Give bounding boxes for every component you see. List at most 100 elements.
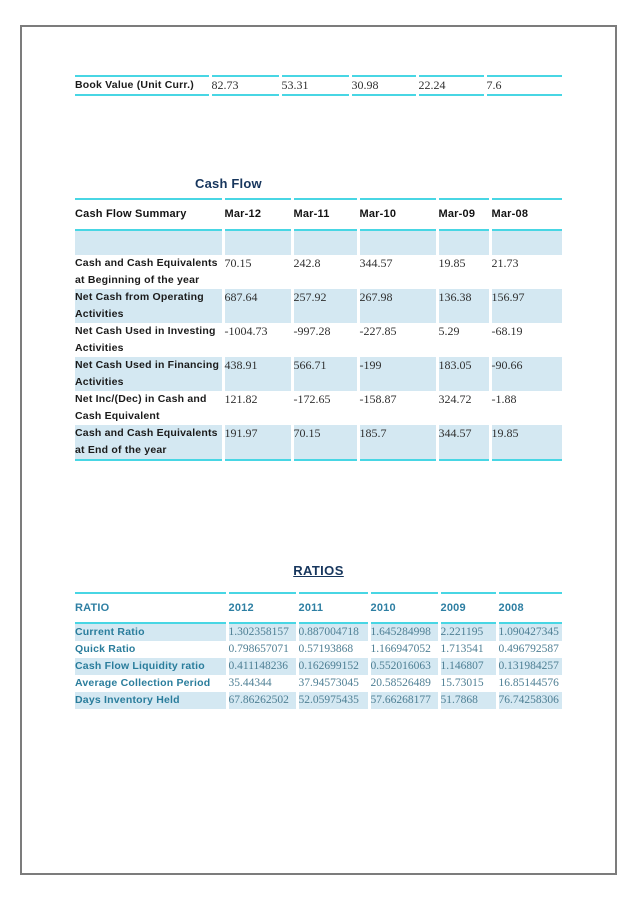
cell-value: 438.91 bbox=[221, 357, 292, 391]
row-label: Average Collection Period bbox=[75, 677, 211, 689]
table-row: Quick Ratio 0.798657071 0.57193868 1.166… bbox=[75, 641, 562, 658]
cell-value: -90.66 bbox=[488, 357, 562, 391]
cell-value: 67.86262502 bbox=[225, 692, 297, 709]
cell-value: 183.05 bbox=[435, 357, 490, 391]
cell-value: 5.29 bbox=[435, 323, 490, 357]
cell-value: 242.8 bbox=[290, 255, 358, 289]
cell-value: 0.57193868 bbox=[295, 641, 369, 658]
column-header: Mar-09 bbox=[435, 199, 490, 230]
cell-value: 156.97 bbox=[488, 289, 562, 323]
row-label: Net Cash Used in Financing Activities bbox=[75, 357, 223, 391]
cell-value: 51.7868 bbox=[437, 692, 497, 709]
cell-value: 0.798657071 bbox=[225, 641, 297, 658]
cell-value: 82.73 bbox=[208, 76, 280, 95]
table-row: Current Ratio 1.302358157 0.887004718 1.… bbox=[75, 623, 562, 641]
column-header: Mar-12 bbox=[221, 199, 292, 230]
cell-value: 2.221195 bbox=[437, 623, 497, 641]
cell-value: 22.24 bbox=[415, 76, 485, 95]
table-row: Net Inc/(Dec) in Cash and Cash Equivalen… bbox=[75, 391, 562, 425]
cell-value: 0.552016063 bbox=[367, 658, 439, 675]
ratios-section-title: RATIOS bbox=[293, 563, 344, 578]
column-header: 2008 bbox=[495, 593, 562, 623]
row-label: Book Value (Unit Curr.) bbox=[75, 79, 194, 91]
cell-value: 7.6 bbox=[483, 76, 562, 95]
cell-value: 52.05975435 bbox=[295, 692, 369, 709]
table-row: Book Value (Unit Curr.) 82.73 53.31 30.9… bbox=[75, 76, 562, 95]
row-label: Cash Flow Liquidity ratio bbox=[75, 658, 227, 675]
cell-value: 70.15 bbox=[290, 425, 358, 460]
row-label: Days Inventory Held bbox=[75, 692, 227, 709]
cell-value: 19.85 bbox=[488, 425, 562, 460]
cell-value: 15.73015 bbox=[437, 675, 497, 692]
table-row: Average Collection Period 35.44344 37.94… bbox=[75, 675, 562, 692]
book-value-table: Book Value (Unit Curr.) 82.73 53.31 30.9… bbox=[75, 75, 562, 96]
spacer-row bbox=[75, 230, 562, 255]
cell-value: 1.146807 bbox=[437, 658, 497, 675]
cell-value: 35.44344 bbox=[225, 675, 297, 692]
cell-value: 0.496792587 bbox=[495, 641, 562, 658]
cell-value: 37.94573045 bbox=[295, 675, 369, 692]
column-header: 2009 bbox=[437, 593, 497, 623]
table-row: Days Inventory Held 67.86262502 52.05975… bbox=[75, 692, 562, 709]
ratios-table: RATIO 2012 2011 2010 2009 2008 Current R… bbox=[75, 592, 562, 709]
row-label: Quick Ratio bbox=[75, 643, 136, 655]
cell-value: -1.88 bbox=[488, 391, 562, 425]
cell-value: 1.713541 bbox=[437, 641, 497, 658]
cash-flow-table: Cash Flow Summary Mar-12 Mar-11 Mar-10 M… bbox=[75, 198, 562, 461]
cell-value: 16.85144576 bbox=[495, 675, 562, 692]
cell-value: 20.58526489 bbox=[367, 675, 439, 692]
cell-value: 30.98 bbox=[348, 76, 417, 95]
column-header: Cash Flow Summary bbox=[75, 208, 187, 220]
table-row: Cash and Cash Equivalents at End of the … bbox=[75, 425, 562, 460]
cell-value: 191.97 bbox=[221, 425, 292, 460]
cell-value: 70.15 bbox=[221, 255, 292, 289]
cell-value: 324.72 bbox=[435, 391, 490, 425]
cell-value: 185.7 bbox=[356, 425, 437, 460]
cell-value: 1.090427345 bbox=[495, 623, 562, 641]
cell-value: 0.131984257 bbox=[495, 658, 562, 675]
cash-flow-section-title: Cash Flow bbox=[195, 176, 262, 191]
row-label: Net Cash Used in Investing Activities bbox=[75, 325, 216, 354]
cell-value: 76.74258306 bbox=[495, 692, 562, 709]
cell-value: 687.64 bbox=[221, 289, 292, 323]
cell-value: 1.645284998 bbox=[367, 623, 439, 641]
cell-value: -1004.73 bbox=[221, 323, 292, 357]
column-header: 2010 bbox=[367, 593, 439, 623]
column-header: RATIO bbox=[75, 602, 110, 614]
cell-value: 0.411148236 bbox=[225, 658, 297, 675]
cell-value: 344.57 bbox=[356, 255, 437, 289]
table-header-row: RATIO 2012 2011 2010 2009 2008 bbox=[75, 593, 562, 623]
cell-value: 0.887004718 bbox=[295, 623, 369, 641]
cell-value: -158.87 bbox=[356, 391, 437, 425]
table-row: Net Cash from Operating Activities 687.6… bbox=[75, 289, 562, 323]
cell-value: 19.85 bbox=[435, 255, 490, 289]
table-row: Net Cash Used in Investing Activities -1… bbox=[75, 323, 562, 357]
cell-value: -68.19 bbox=[488, 323, 562, 357]
cell-value: 0.162699152 bbox=[295, 658, 369, 675]
column-header: 2011 bbox=[295, 593, 369, 623]
cell-value: -199 bbox=[356, 357, 437, 391]
table-header-row: Cash Flow Summary Mar-12 Mar-11 Mar-10 M… bbox=[75, 199, 562, 230]
column-header: Mar-08 bbox=[488, 199, 562, 230]
cell-value: 566.71 bbox=[290, 357, 358, 391]
row-label: Current Ratio bbox=[75, 623, 227, 641]
row-label: Cash and Cash Equivalents at Beginning o… bbox=[75, 257, 218, 286]
column-header: Mar-11 bbox=[290, 199, 358, 230]
row-label: Net Cash from Operating Activities bbox=[75, 289, 223, 323]
column-header: Mar-10 bbox=[356, 199, 437, 230]
document-page-border: Book Value (Unit Curr.) 82.73 53.31 30.9… bbox=[20, 25, 617, 875]
cell-value: 53.31 bbox=[278, 76, 350, 95]
table-row: Net Cash Used in Financing Activities 43… bbox=[75, 357, 562, 391]
cell-value: -227.85 bbox=[356, 323, 437, 357]
cell-value: 267.98 bbox=[356, 289, 437, 323]
cell-value: 21.73 bbox=[488, 255, 562, 289]
cell-value: 136.38 bbox=[435, 289, 490, 323]
cell-value: 57.66268177 bbox=[367, 692, 439, 709]
table-row: Cash and Cash Equivalents at Beginning o… bbox=[75, 255, 562, 289]
cell-value: 344.57 bbox=[435, 425, 490, 460]
cell-value: 1.302358157 bbox=[225, 623, 297, 641]
row-label: Net Inc/(Dec) in Cash and Cash Equivalen… bbox=[75, 393, 207, 422]
cell-value: 121.82 bbox=[221, 391, 292, 425]
cell-value: 1.166947052 bbox=[367, 641, 439, 658]
row-label: Cash and Cash Equivalents at End of the … bbox=[75, 425, 223, 460]
